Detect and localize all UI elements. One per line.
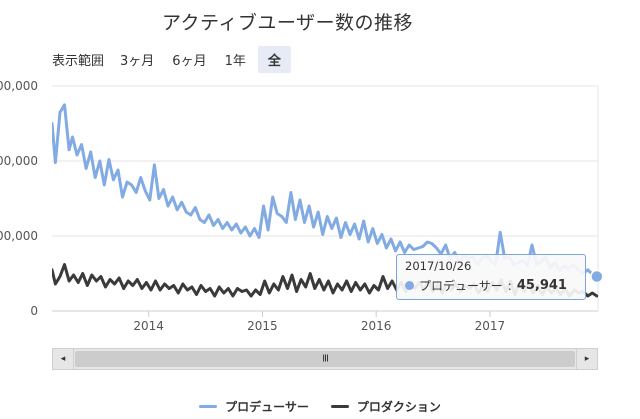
range-button-1y[interactable]: 1年 [224,53,246,69]
y-tick-label: 0 [30,304,38,318]
chart-title: アクティブユーザー数の推移 [161,12,414,34]
axis-labels: 00,000 00,000 00,000 0 2014 2015 2016 2017 [0,79,505,333]
scroll-left-arrow-icon[interactable]: ◂ [53,349,74,369]
legend: プロデューサー プロダクション [0,398,640,415]
y-tick-label: 00,000 [0,229,38,243]
grip-icon: III [322,353,329,365]
range-selector: 表示範囲 3ヶ月 6ヶ月 1年 全 [52,45,291,73]
legend-label: プロダクション [356,400,441,414]
grid-lines [52,85,599,312]
y-tick-label: 00,000 [0,79,38,93]
tooltip: 2017/10/26 プロデューサー: 45,941 [396,254,586,300]
series-line-producer [52,103,598,278]
tooltip-separator: : [507,278,512,293]
scroll-right-arrow-icon[interactable]: ▸ [576,349,597,369]
navigator-scrollbar[interactable]: ◂ III ▸ [52,348,598,370]
range-button-6m[interactable]: 6ヶ月 [172,53,207,69]
hover-point [590,269,604,284]
tooltip-series-dot [405,281,414,290]
tooltip-value: 45,941 [516,278,567,293]
range-button-3m[interactable]: 3ヶ月 [120,53,155,69]
legend-label: プロデューサー [225,400,309,414]
legend-swatch [199,405,218,408]
x-tick-label: 2014 [133,319,164,333]
tooltip-date: 2017/10/26 [405,259,472,273]
legend-swatch [330,405,349,408]
legend-item-producer[interactable]: プロデューサー [199,398,309,415]
y-tick-label: 00,000 [0,154,38,168]
x-tick-label: 2015 [247,319,278,333]
hover-marker [590,269,604,284]
tooltip-row: プロデューサー: 45,941 [405,277,577,294]
range-button-all[interactable]: 全 [257,45,291,73]
x-tick-label: 2016 [361,319,392,333]
tooltip-series-name: プロデューサー [419,279,503,293]
legend-item-production[interactable]: プロダクション [330,398,441,415]
range-label: 表示範囲 [52,53,105,69]
scrollbar-thumb[interactable]: III [75,351,575,367]
x-tick-label: 2017 [475,319,506,333]
